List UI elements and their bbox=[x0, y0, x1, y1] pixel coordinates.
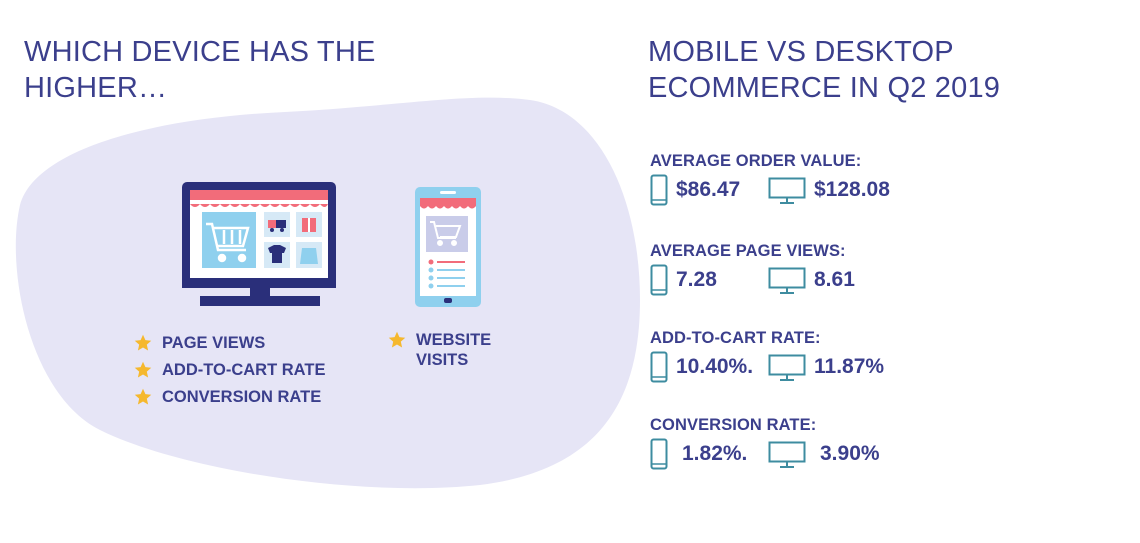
list-item: CONVERSION RATE bbox=[134, 384, 325, 411]
mobile-phone-icon bbox=[650, 351, 668, 383]
desktop-monitor-icon bbox=[768, 177, 806, 204]
list-item: WEBSITE VISITS bbox=[388, 330, 528, 370]
star-icon bbox=[134, 388, 152, 405]
list-item-label: ADD-TO-CART RATE bbox=[162, 361, 326, 379]
stat-add-to-cart-rate: ADD-TO-CART RATE: 10.40%. 11.87% bbox=[650, 327, 884, 385]
shopping-cart-icon bbox=[206, 222, 250, 263]
stat-average-order-value: AVERAGE ORDER VALUE: $86.47 $128.08 bbox=[650, 150, 890, 208]
desktop-value: 3.90% bbox=[820, 442, 880, 465]
star-icon bbox=[134, 361, 152, 378]
desktop-monitor-icon bbox=[768, 354, 806, 381]
stat-conversion-rate: CONVERSION RATE: 1.82%. 3.90% bbox=[650, 414, 880, 472]
star-icon bbox=[134, 334, 152, 351]
desktop-advantages-list: PAGE VIEWS ADD-TO-CART RATE CONVERSION R… bbox=[134, 330, 325, 411]
right-heading: MOBILE VS DESKTOP ECOMMERCE IN Q2 2019 bbox=[648, 36, 1001, 104]
mobile-value: 1.82%. bbox=[682, 442, 748, 465]
mobile-value: 7.28 bbox=[676, 268, 717, 291]
desktop-shop-illustration bbox=[182, 182, 336, 306]
mobile-value: $86.47 bbox=[676, 178, 741, 201]
list-item-label: WEBSITE VISITS bbox=[416, 331, 492, 369]
mobile-phone-icon bbox=[650, 438, 668, 470]
mobile-phone-icon bbox=[650, 264, 668, 296]
shop-awning-icon bbox=[190, 190, 328, 207]
desktop-monitor-icon bbox=[768, 441, 806, 468]
list-item: PAGE VIEWS bbox=[134, 330, 325, 357]
star-icon bbox=[388, 331, 406, 348]
list-item-label: CONVERSION RATE bbox=[162, 388, 322, 406]
stat-label: ADD-TO-CART RATE: bbox=[650, 329, 821, 347]
left-heading: WHICH DEVICE HAS THE HIGHER… bbox=[24, 36, 376, 104]
stat-label: AVERAGE ORDER VALUE: bbox=[650, 152, 862, 170]
stat-label: AVERAGE PAGE VIEWS: bbox=[650, 242, 846, 260]
desktop-value: 11.87% bbox=[814, 355, 885, 378]
mobile-phone-icon bbox=[650, 174, 668, 206]
stat-label: CONVERSION RATE: bbox=[650, 416, 817, 434]
list-item-label: PAGE VIEWS bbox=[162, 334, 266, 352]
list-item: ADD-TO-CART RATE bbox=[134, 357, 325, 384]
desktop-monitor-icon bbox=[768, 267, 806, 294]
mobile-shop-illustration bbox=[415, 187, 481, 307]
background-blob bbox=[15, 97, 640, 489]
desktop-value: $128.08 bbox=[814, 178, 890, 201]
desktop-value: 8.61 bbox=[814, 268, 855, 291]
mobile-value: 10.40%. bbox=[676, 355, 754, 378]
stat-average-page-views: AVERAGE PAGE VIEWS: 7.28 8.61 bbox=[650, 240, 855, 298]
mobile-advantages-list: WEBSITE VISITS bbox=[388, 330, 528, 370]
